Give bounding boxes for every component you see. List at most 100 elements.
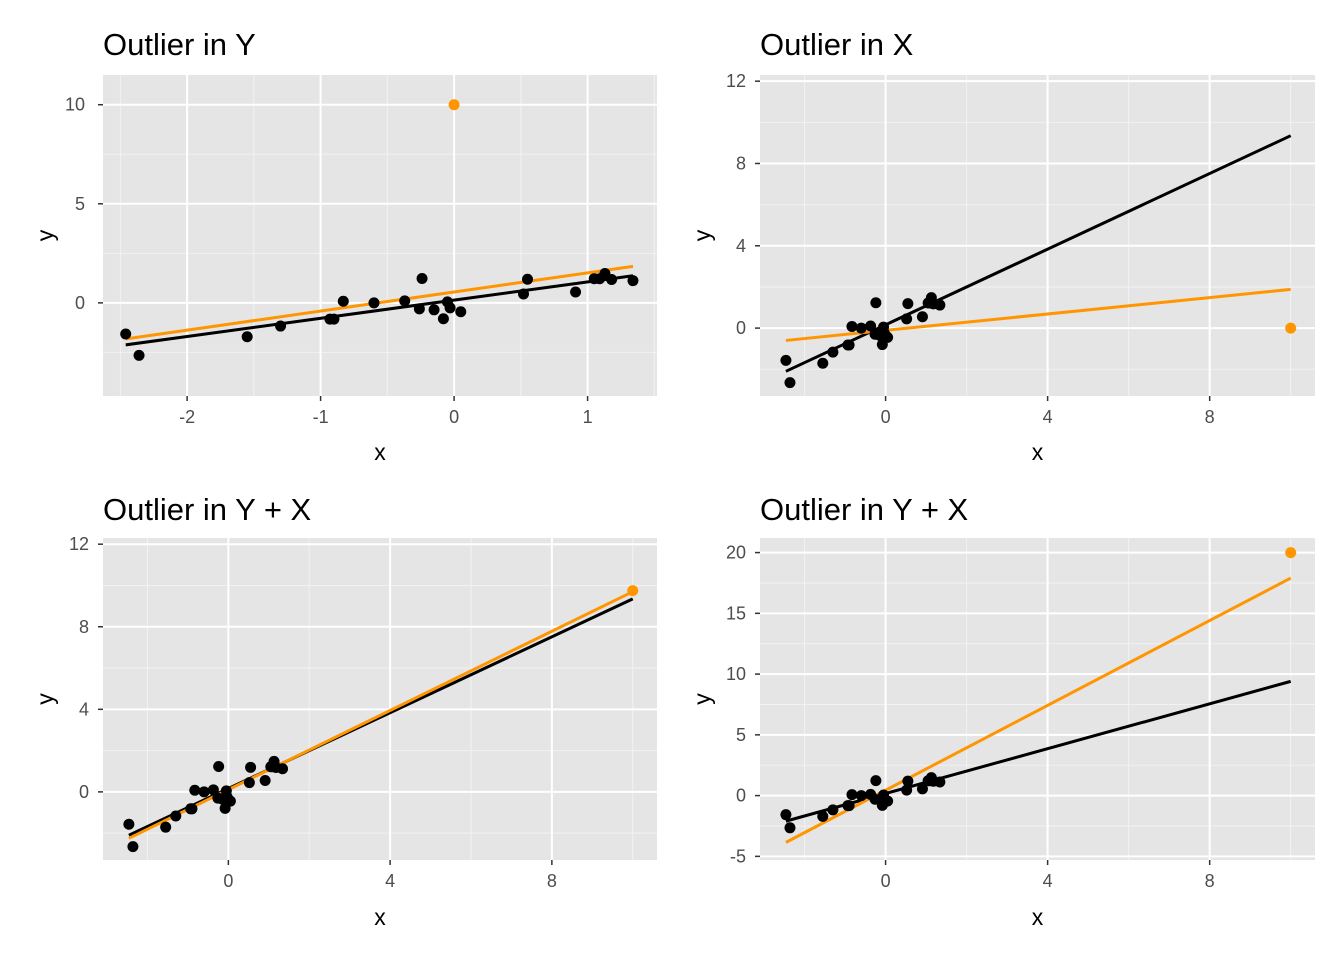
y-tick-label: 8	[736, 153, 746, 173]
chart-title: Outlier in Y + X	[103, 492, 312, 527]
data-point	[213, 760, 225, 772]
data-point	[827, 804, 839, 816]
chart-title: Outlier in Y	[103, 27, 256, 62]
data-point	[627, 275, 639, 287]
x-tick-label: -2	[179, 407, 195, 427]
outlier-point	[1285, 322, 1297, 334]
data-point	[817, 357, 829, 369]
data-point	[243, 777, 255, 789]
data-point	[902, 298, 914, 310]
data-point	[846, 789, 858, 801]
x-tick-label: 8	[1205, 871, 1215, 891]
x-tick-label: 0	[881, 407, 891, 427]
data-point	[934, 299, 946, 311]
y-tick-label: 15	[726, 603, 746, 623]
chart-title: Outlier in Y + X	[760, 492, 969, 527]
data-point	[368, 297, 380, 309]
data-point	[207, 784, 219, 796]
data-point	[916, 311, 928, 323]
x-tick-label: 4	[385, 871, 395, 891]
y-axis-label: y	[689, 229, 715, 241]
data-point	[916, 783, 928, 795]
y-tick-label: 0	[79, 782, 89, 802]
chart-panel-3: 0 4 8 0 4 8 12 Outlier in Y + X x y	[32, 492, 657, 930]
data-point	[882, 795, 894, 807]
panel-background	[103, 75, 657, 396]
x-tick-label: 4	[1043, 407, 1053, 427]
data-point	[780, 354, 792, 366]
y-tick-label: 4	[79, 699, 89, 719]
x-tick-label: 0	[881, 871, 891, 891]
plot-area	[123, 585, 639, 853]
y-tick-label: 0	[736, 786, 746, 806]
x-tick-label: 8	[547, 871, 557, 891]
x-axis-label: x	[1032, 439, 1044, 465]
data-point	[855, 790, 867, 802]
y-tick-label: 10	[65, 95, 85, 115]
data-point	[416, 272, 428, 284]
data-point	[817, 810, 829, 822]
x-tick-label: -1	[313, 407, 329, 427]
y-tick-label: 0	[736, 318, 746, 338]
y-tick-label: 20	[726, 543, 746, 563]
data-point	[399, 295, 411, 307]
x-axis-label: x	[1032, 904, 1044, 930]
data-point	[870, 297, 882, 309]
data-point	[606, 273, 618, 285]
y-tick-label: 12	[69, 534, 89, 554]
y-tick-label: 5	[75, 194, 85, 214]
x-tick-label: 0	[223, 871, 233, 891]
plot-area	[120, 99, 639, 361]
data-point	[784, 377, 796, 389]
chart-title: Outlier in X	[760, 27, 914, 62]
plot-area	[780, 134, 1297, 389]
data-point	[882, 331, 894, 343]
x-tick-label: 1	[583, 407, 593, 427]
data-point	[170, 810, 182, 822]
data-point	[337, 295, 349, 307]
data-point	[901, 313, 913, 325]
y-axis-label: y	[689, 693, 715, 705]
data-point	[455, 306, 467, 318]
data-point	[827, 346, 839, 358]
y-tick-label: 4	[736, 236, 746, 256]
data-point	[245, 761, 257, 773]
data-point	[413, 303, 425, 315]
data-point	[428, 304, 440, 316]
y-tick-label: 12	[726, 71, 746, 91]
data-point	[133, 349, 145, 361]
fit-line-with-outlier	[785, 287, 1291, 342]
data-point	[870, 775, 882, 787]
plot-area	[780, 547, 1297, 844]
y-tick-label: 10	[726, 664, 746, 684]
data-point	[901, 784, 913, 796]
data-point	[902, 775, 914, 787]
fit-line-without-outlier	[125, 274, 634, 347]
data-point	[437, 313, 449, 325]
data-point	[277, 763, 289, 775]
data-point	[518, 288, 530, 300]
data-point	[444, 302, 456, 314]
y-tick-label: 8	[79, 617, 89, 637]
data-point	[328, 313, 340, 325]
data-point	[189, 784, 201, 796]
data-point	[259, 775, 271, 787]
data-point	[843, 339, 855, 351]
chart-panel-2: 0 4 8 0 4 8 12 Outlier in X x y	[689, 27, 1315, 465]
y-tick-label: 5	[736, 725, 746, 745]
outlier-point	[1285, 547, 1297, 559]
outlier-point	[448, 99, 460, 111]
data-point	[846, 320, 858, 332]
x-axis-label: x	[374, 439, 386, 465]
data-point	[855, 322, 867, 334]
data-point	[522, 273, 534, 285]
data-point	[123, 818, 135, 830]
data-point	[784, 822, 796, 834]
outlier-point	[627, 585, 639, 597]
data-point	[198, 786, 210, 798]
data-point	[186, 803, 198, 815]
x-tick-label: 4	[1043, 871, 1053, 891]
x-axis-label: x	[374, 904, 386, 930]
data-point	[570, 286, 582, 298]
